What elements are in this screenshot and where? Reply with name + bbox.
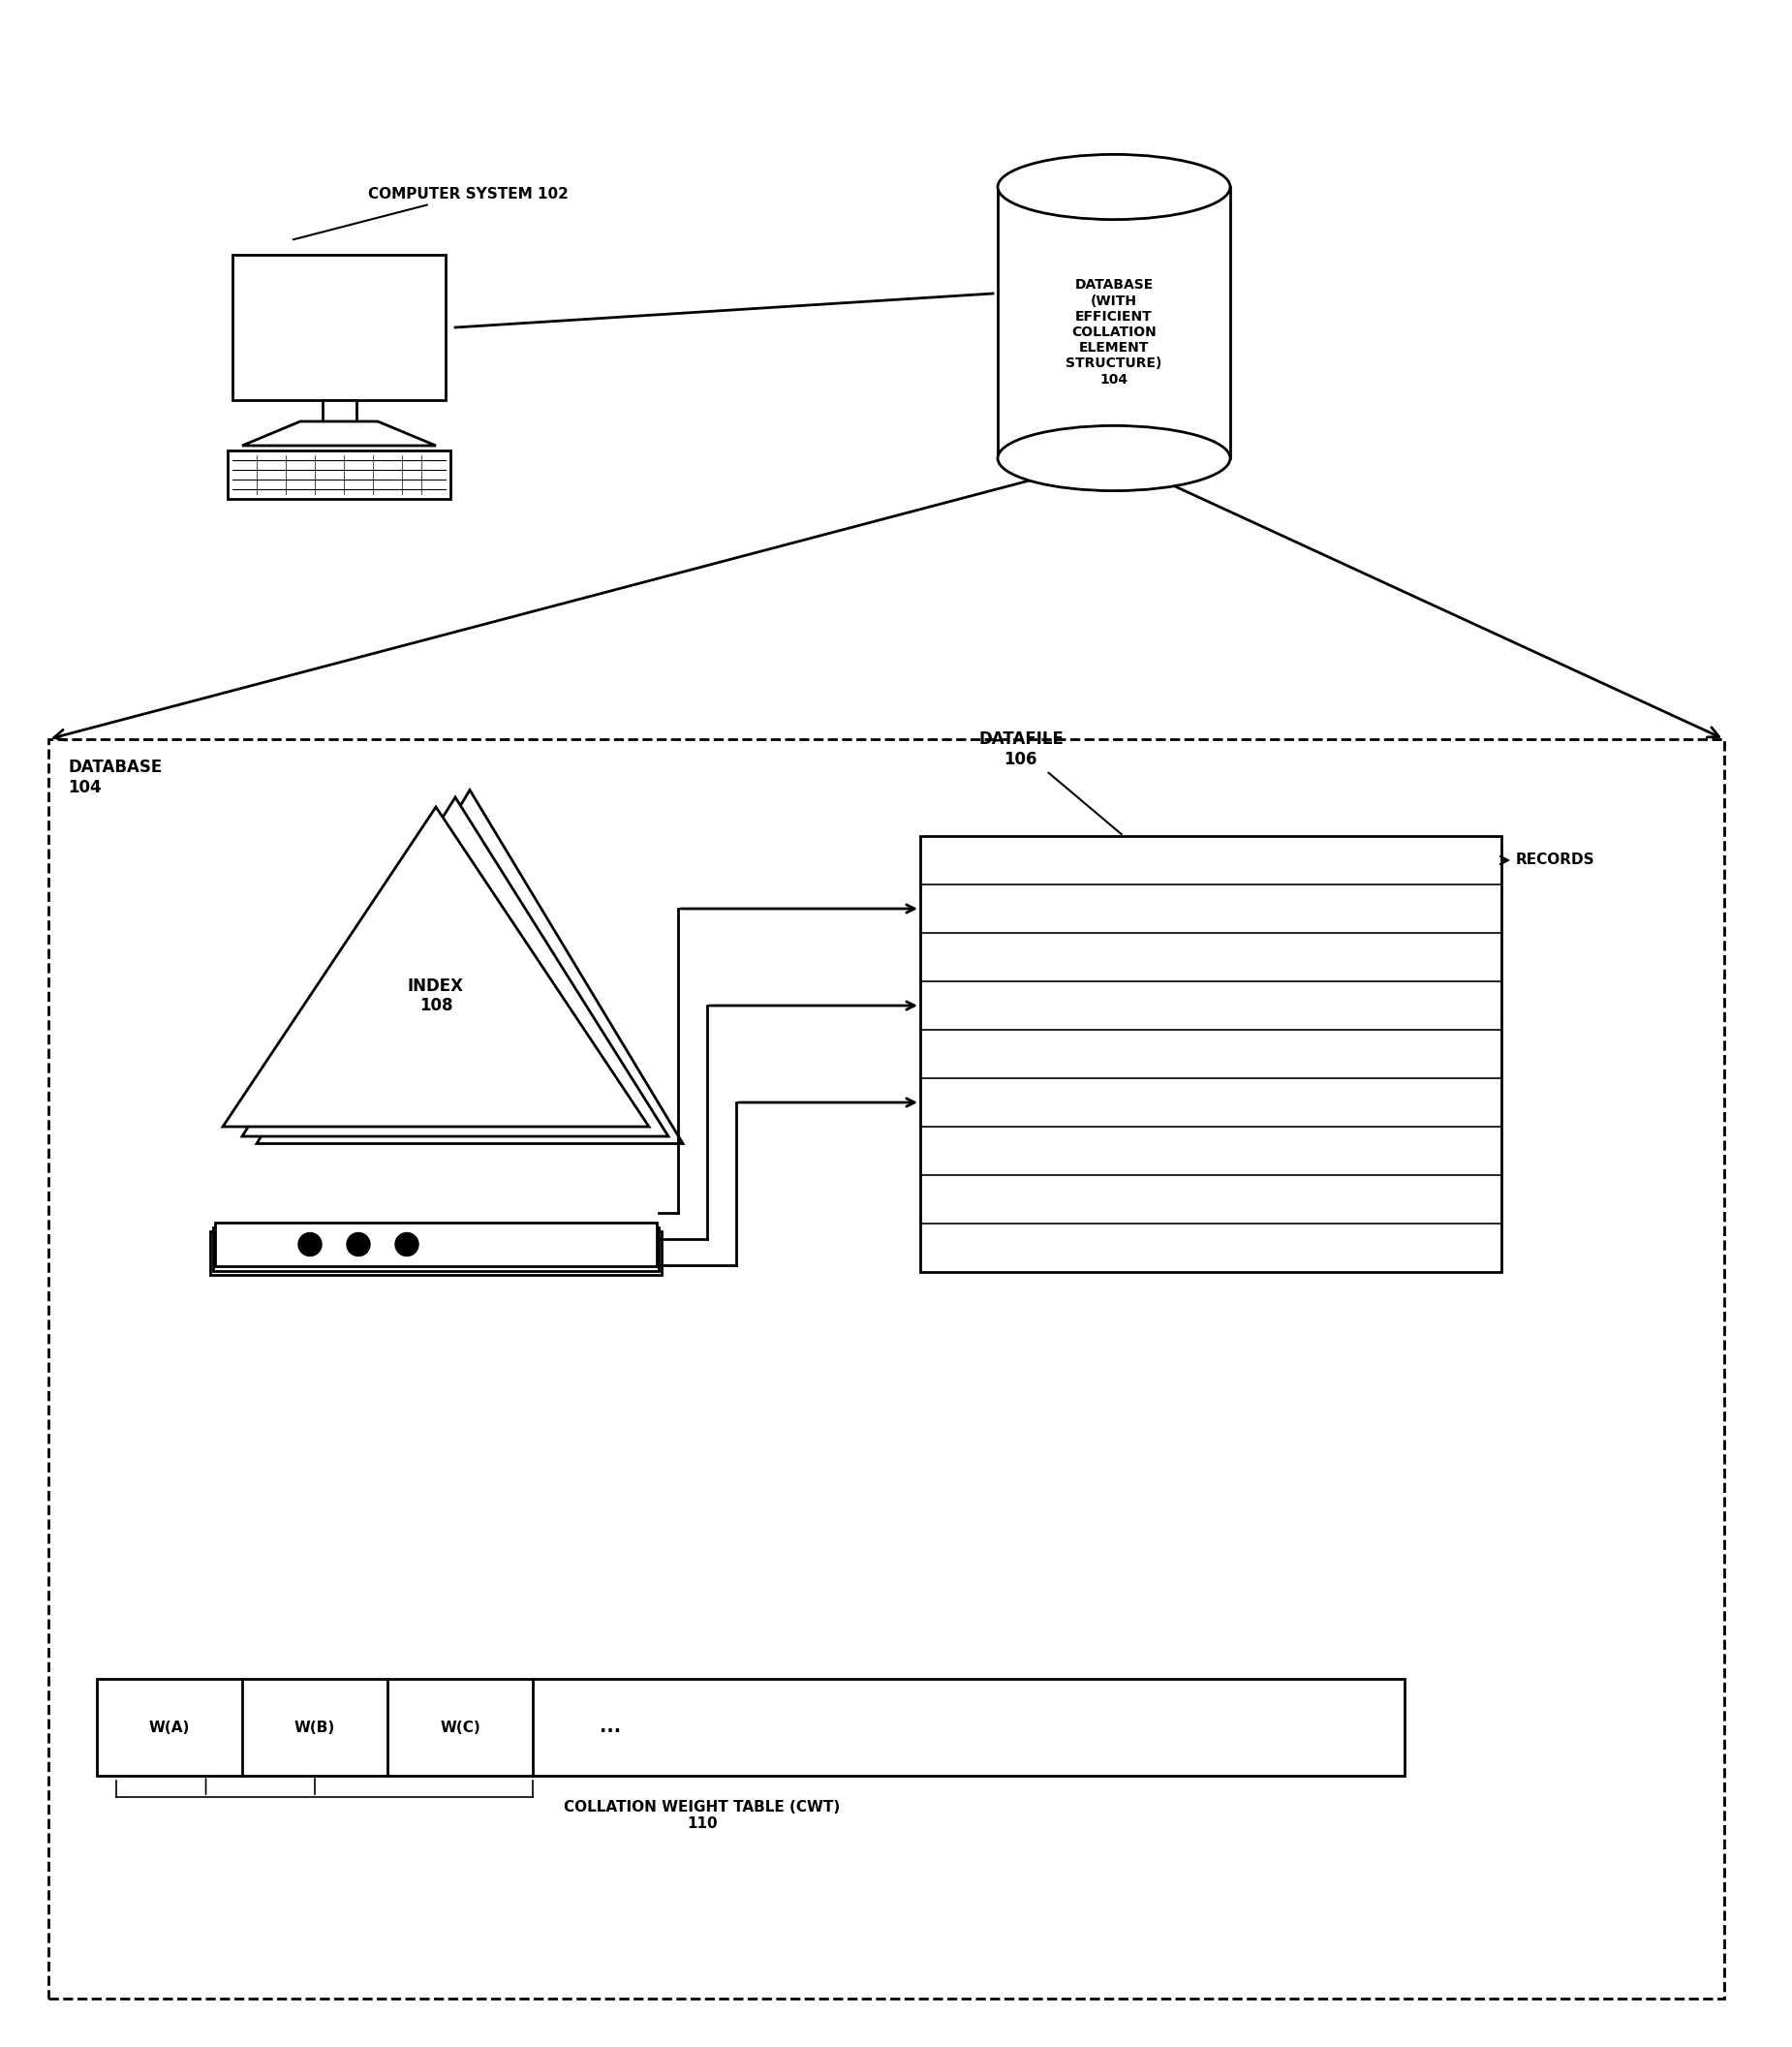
FancyBboxPatch shape: [213, 1226, 659, 1271]
Polygon shape: [242, 796, 668, 1136]
FancyBboxPatch shape: [97, 1679, 1405, 1775]
FancyBboxPatch shape: [323, 399, 357, 422]
Text: DATAFILE
106: DATAFILE 106: [978, 731, 1122, 835]
Text: INDEX
108: INDEX 108: [409, 976, 464, 1015]
FancyBboxPatch shape: [215, 1222, 656, 1267]
Text: W(B): W(B): [294, 1719, 335, 1734]
Circle shape: [348, 1232, 369, 1257]
Text: RECORDS: RECORDS: [1500, 854, 1595, 868]
Text: W(C): W(C): [439, 1719, 480, 1734]
FancyBboxPatch shape: [211, 1232, 661, 1275]
Polygon shape: [242, 422, 435, 446]
FancyBboxPatch shape: [233, 254, 446, 399]
Polygon shape: [256, 790, 683, 1144]
FancyBboxPatch shape: [921, 835, 1502, 1271]
Text: ...: ...: [600, 1717, 622, 1736]
Circle shape: [396, 1232, 419, 1257]
Text: COLLATION WEIGHT TABLE (CWT)
110: COLLATION WEIGHT TABLE (CWT) 110: [564, 1799, 840, 1832]
Circle shape: [297, 1232, 321, 1257]
FancyBboxPatch shape: [228, 450, 450, 499]
Text: COMPUTER SYSTEM 102: COMPUTER SYSTEM 102: [294, 186, 568, 239]
Polygon shape: [998, 186, 1229, 459]
Text: W(A): W(A): [149, 1719, 190, 1734]
Text: DATABASE
104: DATABASE 104: [68, 759, 161, 796]
Ellipse shape: [998, 154, 1229, 219]
Ellipse shape: [998, 426, 1229, 491]
Text: DATABASE
(WITH
EFFICIENT
COLLATION
ELEMENT
STRUCTURE)
104: DATABASE (WITH EFFICIENT COLLATION ELEME…: [1066, 278, 1161, 387]
Polygon shape: [222, 807, 649, 1126]
